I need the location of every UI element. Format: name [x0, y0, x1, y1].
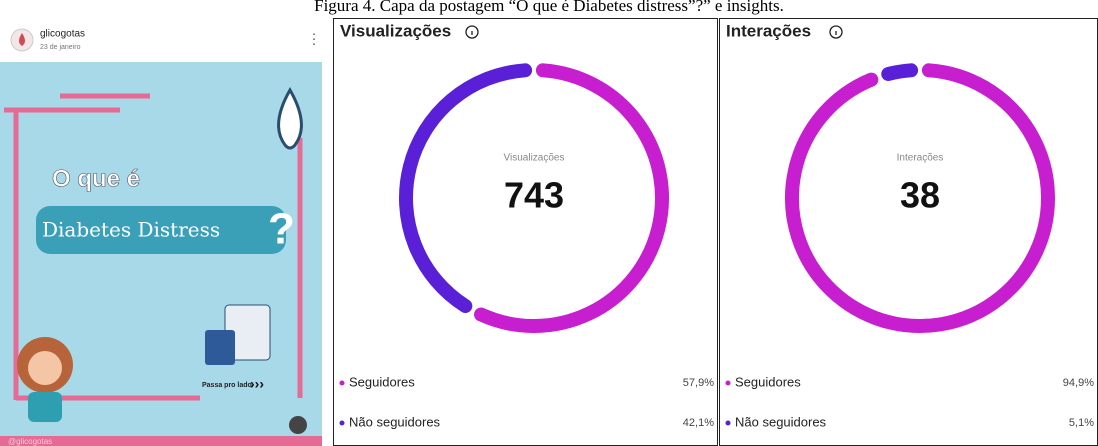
avatar-body: [28, 392, 62, 422]
legend-value: 57,9%: [683, 377, 714, 389]
avatar-face: [28, 351, 62, 385]
center-total: 38: [900, 175, 940, 216]
legend-value: 42,1%: [683, 417, 714, 429]
legend-label: Seguidores: [735, 374, 801, 389]
center-label: Interações: [897, 153, 944, 164]
account-name: glicogotas: [40, 29, 85, 40]
panel-title: Visualizações: [340, 21, 451, 40]
legend-value: 5,1%: [1069, 417, 1094, 429]
donut-segment: [888, 70, 911, 74]
page: Figura 4. Capa da postagem “O que é Diab…: [0, 0, 1098, 446]
question-mark: ?: [268, 205, 295, 254]
center-label: Visualizações: [504, 153, 565, 164]
device-icon: [205, 330, 235, 365]
headline-2: Diabetes Distress: [42, 218, 220, 242]
legend-dot: [726, 421, 731, 426]
legend-value: 94,9%: [1063, 377, 1094, 389]
swipe-hint: Passa pro lado: [202, 382, 252, 389]
mute-button[interactable]: [289, 416, 307, 434]
center-total: 743: [504, 175, 564, 216]
legend-dot: [726, 381, 731, 386]
post-panel: glicogotas 23 de janeiro ⋮ O que é Diabe…: [0, 18, 330, 446]
legend-label: Não seguidores: [349, 414, 441, 429]
legend-label: Seguidores: [349, 374, 415, 389]
caption: Figura 4. Capa da postagem “O que é Diab…: [314, 0, 784, 15]
legend-label: Não seguidores: [735, 414, 827, 429]
panel-title: Interações: [726, 21, 811, 40]
screen: Figura 4. Capa da postagem “O que é Diab…: [0, 0, 1098, 446]
menu-dots[interactable]: ⋮: [307, 31, 321, 47]
post-date: 23 de janeiro: [40, 44, 81, 51]
headline-1: O que é: [52, 165, 140, 192]
legend-dot: [340, 421, 345, 426]
handle: @glicogotas: [8, 437, 52, 446]
swipe-arrows[interactable]: ›››: [250, 376, 264, 392]
legend-dot: [340, 381, 345, 386]
